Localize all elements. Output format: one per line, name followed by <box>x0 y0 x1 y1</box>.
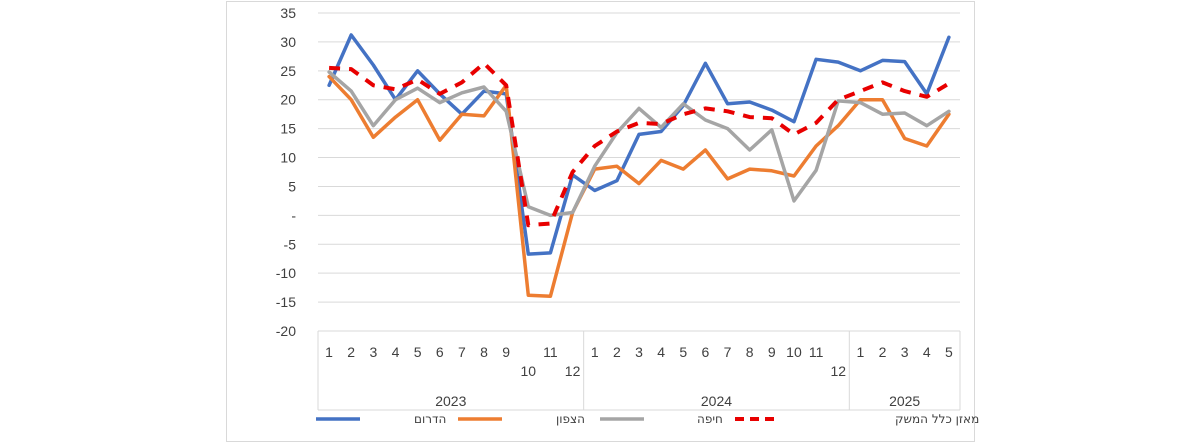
y-tick-label: -10 <box>276 265 296 281</box>
legend-label: הדרום <box>414 412 446 426</box>
x-tick-label: 7 <box>724 344 732 360</box>
x-tick-label: 5 <box>945 344 953 360</box>
series-line-0 <box>327 33 951 256</box>
x-tick-label: 11 <box>543 344 558 360</box>
y-tick-label: 15 <box>280 121 296 137</box>
x-tick-label: 8 <box>746 344 754 360</box>
series-lines <box>327 33 951 299</box>
x-tick-label: 4 <box>657 344 665 360</box>
y-tick-label: 35 <box>280 5 296 21</box>
x-tick-label: 4 <box>392 344 400 360</box>
x-tick-label: 4 <box>923 344 931 360</box>
x-tick-label: 9 <box>502 344 510 360</box>
legend-label: הצפון <box>556 412 585 426</box>
x-tick-label: 6 <box>436 344 444 360</box>
y-tick-label: -15 <box>276 294 296 310</box>
x-tick-label: 10 <box>521 363 537 379</box>
y-tick-label: 5 <box>288 178 296 194</box>
x-tick-label: 10 <box>786 344 802 360</box>
y-tick-label: 20 <box>280 92 296 108</box>
x-tick-label: 5 <box>679 344 687 360</box>
series-line-3 <box>328 61 950 228</box>
legend-label: מאזן כלל המשק <box>895 412 979 426</box>
x-tick-label: 9 <box>768 344 776 360</box>
x-tick-label: 3 <box>901 344 909 360</box>
x-tick-label: 7 <box>458 344 466 360</box>
y-tick-label: - <box>291 207 296 223</box>
x-tick-label: 1 <box>591 344 599 360</box>
year-label: 2023 <box>435 393 466 409</box>
x-tick-label: 8 <box>480 344 488 360</box>
x-tick-label: 2 <box>347 344 355 360</box>
y-tick-label: 10 <box>280 150 296 166</box>
year-label: 2025 <box>889 393 920 409</box>
x-tick-label: 1 <box>856 344 864 360</box>
chart-frame <box>226 1 975 442</box>
y-tick-label: -20 <box>276 323 296 339</box>
legend-label: חיפה <box>697 412 723 426</box>
x-tick-label: 11 <box>809 344 824 360</box>
y-tick-label: 25 <box>280 63 296 79</box>
x-tick-label: 3 <box>369 344 377 360</box>
x-tick-label: 1 <box>325 344 333 360</box>
y-axis-labels: 35 30 25 20 15 10 5 - -5 -10 -15 -20 <box>276 5 297 339</box>
y-tick-label: -5 <box>284 236 297 252</box>
x-tick-label: 6 <box>702 344 710 360</box>
series-line-1 <box>327 74 951 299</box>
x-tick-label: 12 <box>565 363 581 379</box>
x-tick-label: 2 <box>613 344 621 360</box>
x-tick-label: 5 <box>414 344 422 360</box>
series-line-2 <box>327 70 951 218</box>
year-label: 2024 <box>701 393 732 409</box>
gridlines <box>318 12 960 332</box>
x-tick-label: 3 <box>635 344 643 360</box>
x-tick-label: 12 <box>830 363 846 379</box>
x-tick-label: 2 <box>879 344 887 360</box>
y-tick-label: 30 <box>280 34 296 50</box>
legend: הדרום הצפון חיפה מאזן כלל המשק <box>316 412 979 426</box>
